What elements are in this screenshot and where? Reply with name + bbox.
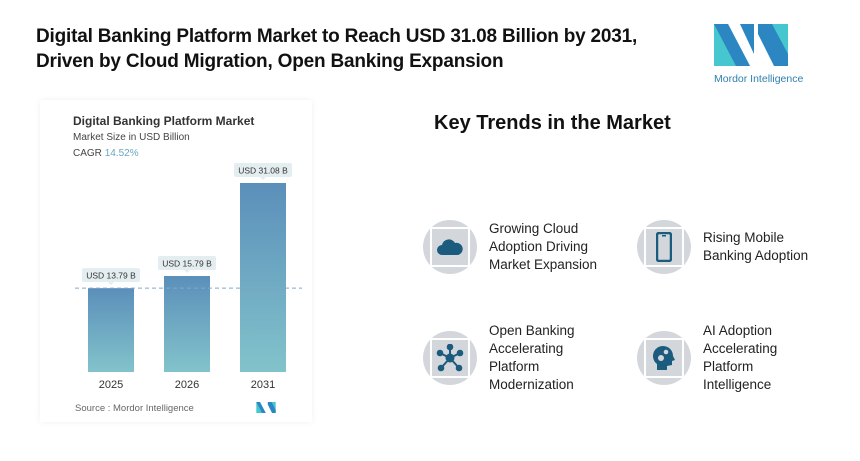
data-label: USD 31.08 B xyxy=(238,166,288,176)
bar-2025 xyxy=(88,288,134,372)
mordor-intelligence-logo: Mordor Intelligence xyxy=(714,24,804,85)
data-label-box xyxy=(82,268,140,283)
chart-title: Digital Banking Platform Market xyxy=(73,114,255,128)
trend-label: AI Adoption Accelerating Platform Intell… xyxy=(703,323,778,392)
source-logo-icon xyxy=(256,402,276,413)
chart-card: Digital Banking Platform Market Market S… xyxy=(40,100,312,422)
trend-item-open-banking: Open Banking Accelerating Platform Moder… xyxy=(423,322,599,394)
trend-item-cloud: Growing Cloud Adoption Driving Market Ex… xyxy=(423,220,619,274)
trend-item-ai: AI Adoption Accelerating Platform Intell… xyxy=(637,322,813,394)
key-trends-heading: Key Trends in the Market xyxy=(434,112,671,134)
logo-mark-icon xyxy=(714,24,788,66)
title-line-2: Driven by Cloud Migration, Open Banking … xyxy=(36,51,504,72)
data-label-pointer xyxy=(184,269,190,273)
data-label: USD 15.79 B xyxy=(162,258,212,268)
trend-item-mobile: Rising Mobile Banking Adoption xyxy=(637,220,833,274)
x-tick-label: 2025 xyxy=(99,379,123,391)
data-label: USD 13.79 B xyxy=(86,271,136,281)
title-line-1: Digital Banking Platform Market to Reach… xyxy=(36,26,638,47)
logo-text: Mordor Intelligence xyxy=(714,73,804,85)
x-tick-label: 2026 xyxy=(175,379,199,391)
bar-2031 xyxy=(240,183,286,372)
data-label-box xyxy=(234,163,292,177)
ai-head-gears-icon xyxy=(644,338,684,378)
cagr-value: 14.52% xyxy=(104,148,139,159)
mobile-phone-icon xyxy=(644,227,684,267)
page-title: Digital Banking Platform Market to Reach… xyxy=(36,24,637,74)
data-label-pointer xyxy=(108,282,114,286)
data-label-pointer xyxy=(260,177,266,180)
cagr: CAGR 14.52% xyxy=(73,148,139,159)
chart-subtitle: Market Size in USD Billion xyxy=(73,132,190,143)
trend-label: Rising Mobile Banking Adoption xyxy=(703,230,809,263)
trend-label: Growing Cloud Adoption Driving Market Ex… xyxy=(489,221,598,272)
data-label-box xyxy=(158,255,216,270)
trend-label: Open Banking Accelerating Platform Moder… xyxy=(489,323,575,392)
cagr-label: CAGR xyxy=(73,148,102,159)
x-tick-label: 2031 xyxy=(251,379,275,391)
network-hub-icon xyxy=(430,338,470,378)
cloud-icon xyxy=(430,227,470,267)
bar-2026 xyxy=(164,275,210,372)
chart-source: Source : Mordor Intelligence xyxy=(75,403,194,414)
bar-chart: USD 13.79 B 2025 USD 15.79 B 2026 USD 31.08 … xyxy=(75,163,302,391)
